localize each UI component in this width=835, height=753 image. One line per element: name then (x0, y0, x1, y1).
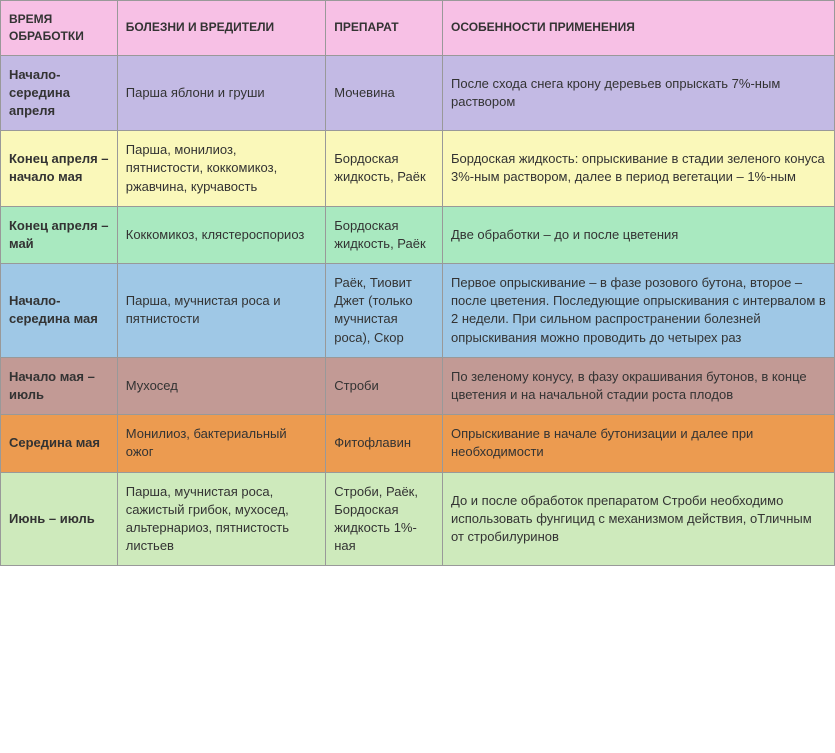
cell-drug: Фитофлавин (326, 415, 443, 472)
cell-drug: Мочевина (326, 55, 443, 131)
cell-drug: Бордоская жидкость, Раёк (326, 131, 443, 207)
col-header-drug: ПРЕПАРАТ (326, 1, 443, 56)
cell-usage: Первое опрыскивание – в фазе розового бу… (443, 264, 835, 358)
cell-usage: Бордоская жидкость: опрыскивание в стади… (443, 131, 835, 207)
cell-drug: Бордоская жидкость, Раёк (326, 206, 443, 263)
cell-disease: Мухосед (117, 357, 326, 414)
table-row: Конец апреля – начало маяПарша, монилиоз… (1, 131, 835, 207)
table-row: Конец апреля – майКоккомикоз, клястеросп… (1, 206, 835, 263)
cell-time: Конец апреля – май (1, 206, 118, 263)
cell-time: Начало мая – июль (1, 357, 118, 414)
cell-time: Начало-середина мая (1, 264, 118, 358)
cell-disease: Парша, мучнистая роса, сажистый грибок, … (117, 472, 326, 566)
cell-usage: До и после обработок препаратом Строби н… (443, 472, 835, 566)
cell-usage: После схода снега крону деревьев опрыска… (443, 55, 835, 131)
col-header-usage: ОСОБЕННОСТИ ПРИМЕНЕНИЯ (443, 1, 835, 56)
cell-disease: Монилиоз, бактериальный ожог (117, 415, 326, 472)
col-header-disease: БОЛЕЗНИ И ВРЕДИТЕЛИ (117, 1, 326, 56)
table-row: Середина маяМонилиоз, бактериальный ожог… (1, 415, 835, 472)
cell-disease: Парша, монилиоз, пятнистости, коккомикоз… (117, 131, 326, 207)
cell-disease: Парша яблони и груши (117, 55, 326, 131)
treatment-schedule-table: ВРЕМЯ ОБРАБОТКИ БОЛЕЗНИ И ВРЕДИТЕЛИ ПРЕП… (0, 0, 835, 566)
cell-drug: Раёк, Тиовит Джет (только мучнистая роса… (326, 264, 443, 358)
table-row: Начало-середина апреляПарша яблони и гру… (1, 55, 835, 131)
cell-usage: По зеленому конусу, в фазу окрашивания б… (443, 357, 835, 414)
cell-disease: Коккомикоз, клястероспориоз (117, 206, 326, 263)
cell-disease: Парша, мучнистая роса и пятнистости (117, 264, 326, 358)
cell-time: Конец апреля – начало мая (1, 131, 118, 207)
table-row: Июнь – июльПарша, мучнистая роса, сажист… (1, 472, 835, 566)
table-row: Начало-середина маяПарша, мучнистая роса… (1, 264, 835, 358)
cell-drug: Строби, Раёк, Бордоская жидкость 1%-ная (326, 472, 443, 566)
table-body: Начало-середина апреляПарша яблони и гру… (1, 55, 835, 566)
cell-time: Начало-середина апреля (1, 55, 118, 131)
table-header: ВРЕМЯ ОБРАБОТКИ БОЛЕЗНИ И ВРЕДИТЕЛИ ПРЕП… (1, 1, 835, 56)
cell-drug: Строби (326, 357, 443, 414)
table-row: Начало мая – июльМухоседСтробиПо зеленом… (1, 357, 835, 414)
cell-time: Середина мая (1, 415, 118, 472)
cell-usage: Опрыскивание в начале бутонизации и дале… (443, 415, 835, 472)
cell-time: Июнь – июль (1, 472, 118, 566)
col-header-time: ВРЕМЯ ОБРАБОТКИ (1, 1, 118, 56)
cell-usage: Две обработки – до и после цветения (443, 206, 835, 263)
